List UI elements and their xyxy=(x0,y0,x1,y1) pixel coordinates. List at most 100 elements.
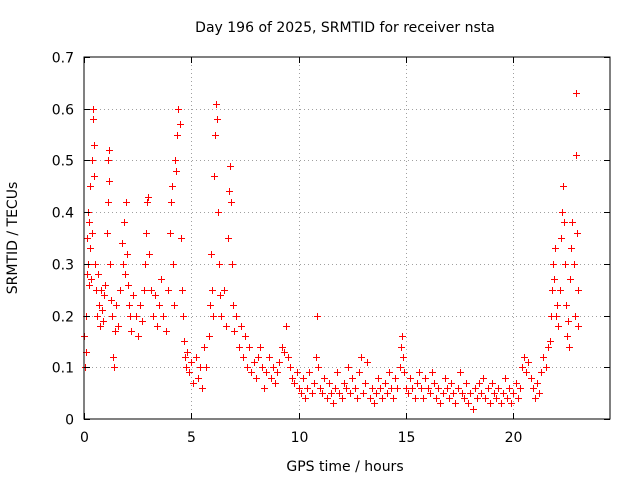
x-tick-label: 0 xyxy=(80,430,89,446)
data-point xyxy=(575,323,582,330)
data-point xyxy=(123,199,130,206)
data-point xyxy=(203,364,210,371)
data-point xyxy=(105,157,112,164)
x-tick-label: 20 xyxy=(505,430,523,446)
data-point xyxy=(135,333,142,340)
data-point xyxy=(97,323,104,330)
data-point xyxy=(360,390,367,397)
data-point xyxy=(251,359,258,366)
data-point xyxy=(457,369,464,376)
data-point xyxy=(90,116,97,123)
data-point xyxy=(399,333,406,340)
data-point xyxy=(175,106,182,113)
data-point xyxy=(356,369,363,376)
data-point xyxy=(345,364,352,371)
data-point xyxy=(552,245,559,252)
data-point xyxy=(193,354,200,361)
data-point xyxy=(236,344,243,351)
data-point xyxy=(137,302,144,309)
data-point xyxy=(142,261,149,268)
data-point xyxy=(573,90,580,97)
data-point xyxy=(425,385,432,392)
data-point xyxy=(339,395,346,402)
data-point xyxy=(555,323,562,330)
x-axis-label: GPS time / hours xyxy=(286,459,403,475)
data-point xyxy=(491,390,498,397)
data-point xyxy=(319,390,326,397)
data-point xyxy=(543,364,550,371)
data-point xyxy=(450,390,457,397)
data-point xyxy=(100,318,107,325)
data-point xyxy=(427,390,434,397)
data-point xyxy=(182,354,189,361)
data-point xyxy=(563,302,570,309)
data-point xyxy=(201,344,208,351)
data-point xyxy=(102,282,109,289)
data-point xyxy=(99,307,106,314)
data-point xyxy=(107,261,114,268)
data-point xyxy=(465,400,472,407)
data-point xyxy=(498,400,505,407)
data-point xyxy=(324,395,331,402)
data-point xyxy=(392,375,399,382)
data-point xyxy=(521,354,528,361)
data-point xyxy=(506,385,513,392)
data-point xyxy=(440,390,447,397)
data-point xyxy=(207,302,214,309)
data-point xyxy=(179,287,186,294)
data-point xyxy=(230,302,237,309)
data-point xyxy=(545,344,552,351)
data-point xyxy=(375,375,382,382)
data-point xyxy=(559,209,566,216)
grid-lines xyxy=(84,57,610,419)
data-point xyxy=(558,235,565,242)
data-point xyxy=(502,375,509,382)
data-point xyxy=(459,390,466,397)
data-point xyxy=(257,344,264,351)
data-point xyxy=(263,369,270,376)
data-point xyxy=(152,292,159,299)
y-tick-label: 0 xyxy=(65,413,74,429)
data-point xyxy=(221,287,228,294)
data-point xyxy=(332,385,339,392)
data-point xyxy=(565,318,572,325)
data-point xyxy=(367,395,374,402)
chart-title: Day 196 of 2025, SRMTID for receiver nst… xyxy=(195,20,495,36)
data-point xyxy=(215,209,222,216)
data-point xyxy=(315,364,322,371)
data-point xyxy=(369,385,376,392)
data-point xyxy=(195,375,202,382)
data-point xyxy=(146,251,153,258)
data-point xyxy=(279,344,286,351)
data-point xyxy=(121,219,128,226)
data-point xyxy=(141,287,148,294)
data-point xyxy=(148,287,155,294)
data-point xyxy=(124,251,131,258)
data-point xyxy=(115,323,122,330)
data-point xyxy=(210,313,217,320)
data-point xyxy=(347,390,354,397)
data-point xyxy=(394,385,401,392)
data-point xyxy=(561,219,568,226)
data-point xyxy=(379,395,386,402)
data-point xyxy=(113,302,120,309)
data-point xyxy=(88,276,95,283)
x-tick-label: 15 xyxy=(398,430,416,446)
data-point xyxy=(472,385,479,392)
data-point xyxy=(510,390,517,397)
data-point xyxy=(455,385,462,392)
data-point xyxy=(420,395,427,402)
x-tick-label: 10 xyxy=(291,430,309,446)
data-point xyxy=(463,380,470,387)
data-point xyxy=(94,313,101,320)
data-point xyxy=(127,313,134,320)
y-axis-label: SRMTID / TECUs xyxy=(5,182,21,295)
data-point xyxy=(272,380,279,387)
data-point xyxy=(435,385,442,392)
data-point xyxy=(314,313,321,320)
data-point xyxy=(105,199,112,206)
data-point xyxy=(575,287,582,294)
data-point xyxy=(110,354,117,361)
data-point xyxy=(84,271,91,278)
